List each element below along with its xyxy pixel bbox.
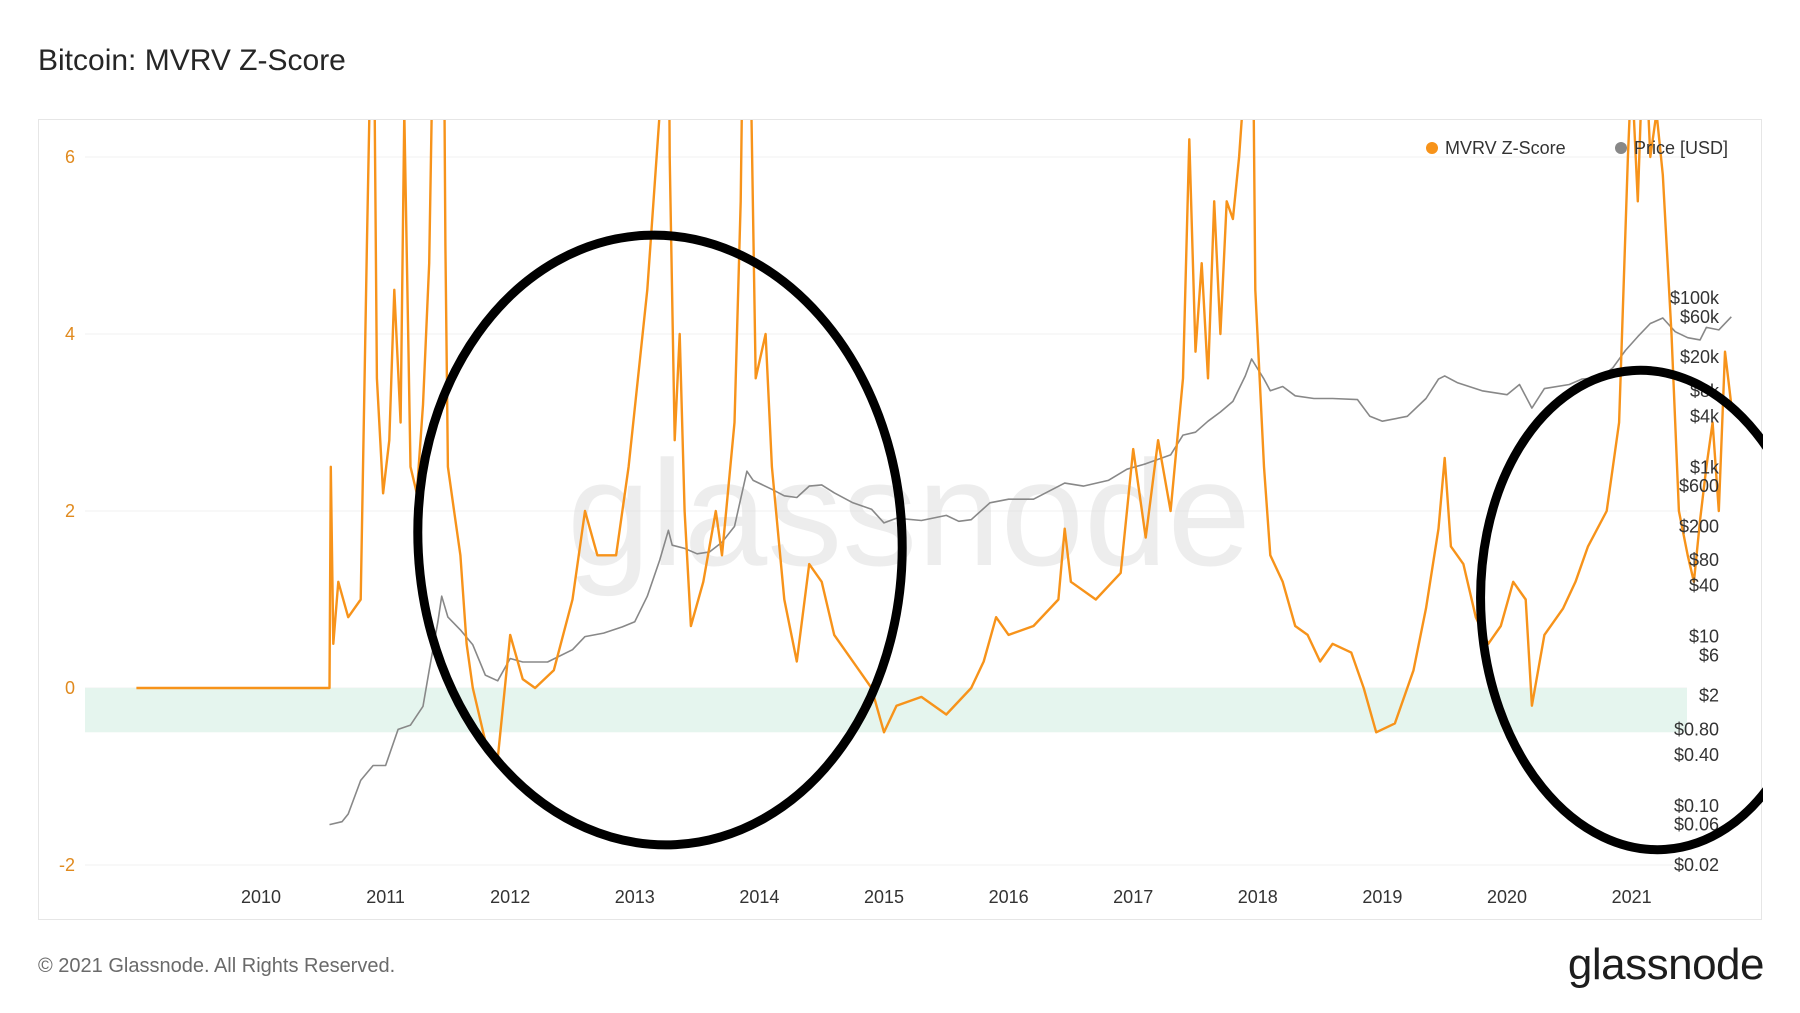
x-tick-label: 2011 [366, 887, 405, 907]
mvrv-chart: glassnode-2024681012$100k$60k$20k$8k$4k$… [59, 120, 1763, 907]
chart-panel: glassnode-2024681012$100k$60k$20k$8k$4k$… [38, 119, 1763, 920]
legend-marker [1615, 142, 1627, 154]
y-right-tick-label: $10 [1689, 627, 1719, 647]
x-tick-label: 2010 [241, 887, 281, 907]
y-right-tick-label: $20k [1680, 347, 1720, 367]
y-right-tick-label: $0.10 [1674, 796, 1719, 816]
y-right-tick-label: $0.06 [1674, 815, 1719, 835]
y-right-tick-label: $60k [1680, 307, 1720, 327]
legend-marker [1426, 142, 1438, 154]
y-left-tick-label: 4 [65, 324, 75, 344]
x-tick-label: 2015 [864, 887, 904, 907]
y-left-tick-label: -2 [59, 855, 75, 875]
glassnode-logo[interactable]: glassnode [1567, 940, 1765, 989]
x-tick-label: 2013 [615, 887, 655, 907]
x-tick-label: 2018 [1238, 887, 1278, 907]
legend-item-price[interactable]: Price [USD] [1615, 138, 1728, 158]
y-left-tick-label: 0 [65, 678, 75, 698]
y-right-tick-label: $0.02 [1674, 855, 1719, 875]
chart-title: Bitcoin: MVRV Z-Score [38, 44, 346, 77]
mvrv-line [136, 120, 1733, 760]
watermark-text: glassnode [567, 429, 1251, 597]
y-left-tick-label: 6 [65, 147, 75, 167]
x-tick-label: 2017 [1113, 887, 1153, 907]
price-line [329, 316, 1732, 826]
x-tick-label: 2012 [490, 887, 530, 907]
x-tick-label: 2020 [1487, 887, 1527, 907]
y-right-tick-label: $200 [1679, 516, 1719, 536]
undervalued-band [85, 688, 1687, 733]
y-right-tick-label: $0.40 [1674, 745, 1719, 765]
x-tick-label: 2019 [1362, 887, 1402, 907]
y-right-tick-label: $6 [1699, 645, 1719, 665]
y-right-tick-label: $2 [1699, 686, 1719, 706]
y-right-tick-label: $40 [1689, 576, 1719, 596]
y-right-tick-label: $80 [1689, 550, 1719, 570]
annotation-ellipse-2013 [413, 230, 907, 850]
x-tick-label: 2016 [989, 887, 1029, 907]
x-tick-label: 2014 [739, 887, 779, 907]
y-right-tick-label: $0.80 [1674, 719, 1719, 739]
copyright-text: © 2021 Glassnode. All Rights Reserved. [38, 955, 396, 977]
legend-label: MVRV Z-Score [1445, 138, 1566, 158]
legend: MVRV Z-Score Price [USD] [1426, 138, 1728, 158]
y-left-tick-label: 2 [65, 501, 75, 521]
y-right-tick-label: $4k [1690, 406, 1720, 426]
y-right-tick-label: $100k [1670, 288, 1720, 308]
y-right-tick-label: $600 [1679, 476, 1719, 496]
annotation-ellipse-2021 [1476, 365, 1763, 855]
x-tick-label: 2021 [1612, 887, 1652, 907]
y-right-tick-label: $1k [1690, 457, 1720, 477]
legend-label: Price [USD] [1634, 138, 1728, 158]
legend-item-mvrv[interactable]: MVRV Z-Score [1426, 138, 1566, 158]
